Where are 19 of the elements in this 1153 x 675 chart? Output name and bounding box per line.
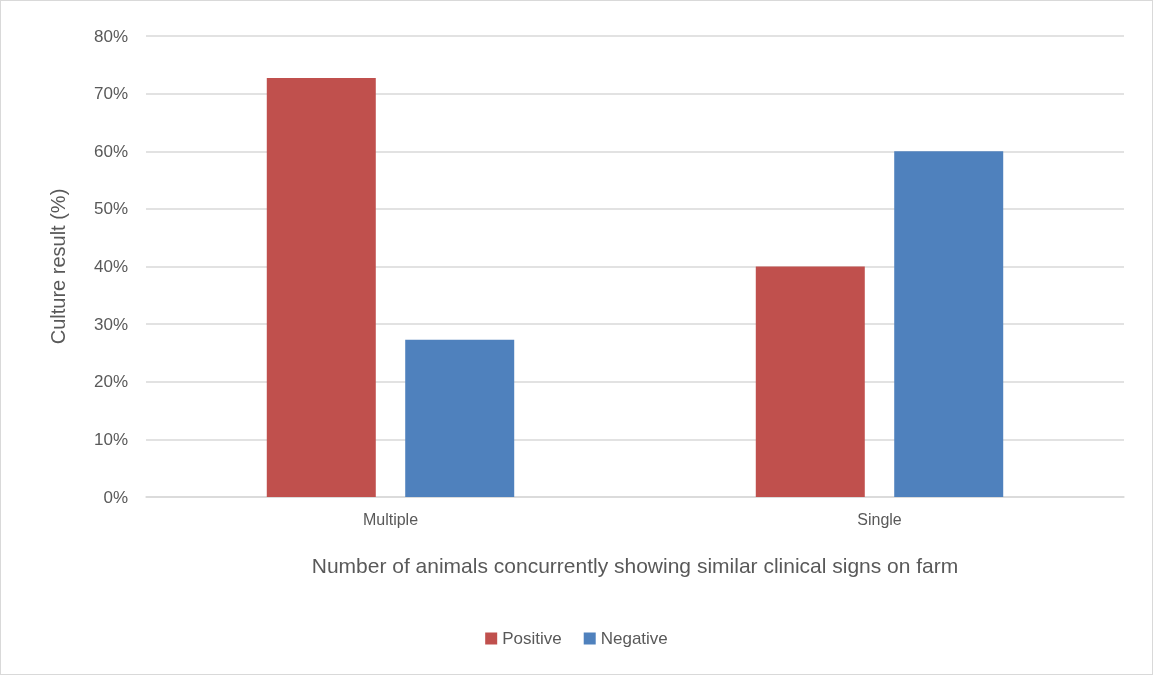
- y-tick-label: 40%: [93, 257, 128, 276]
- x-axis-title: Number of animals concurrently showing similar clinical signs on farm: [311, 554, 959, 577]
- x-tick-label: Multiple: [362, 510, 419, 528]
- bar: [755, 266, 865, 497]
- legend-label: Positive: [502, 629, 562, 648]
- y-tick-label: 30%: [93, 314, 128, 334]
- y-tick-label: 20%: [93, 372, 128, 392]
- bar: [894, 151, 1004, 497]
- bar: [405, 339, 515, 497]
- y-tick-label: 70%: [93, 84, 128, 104]
- y-tick-label: 50%: [93, 199, 128, 219]
- y-axis-title: Culture result (%): [47, 188, 69, 345]
- y-tick-label: 10%: [93, 429, 128, 449]
- y-tick-label: 80%: [93, 26, 128, 46]
- legend-label: Negative: [600, 629, 668, 648]
- bar: [266, 78, 376, 497]
- x-tick-label: Single: [857, 510, 902, 528]
- y-tick-label: 0%: [103, 487, 128, 507]
- y-tick-label: 60%: [93, 141, 128, 161]
